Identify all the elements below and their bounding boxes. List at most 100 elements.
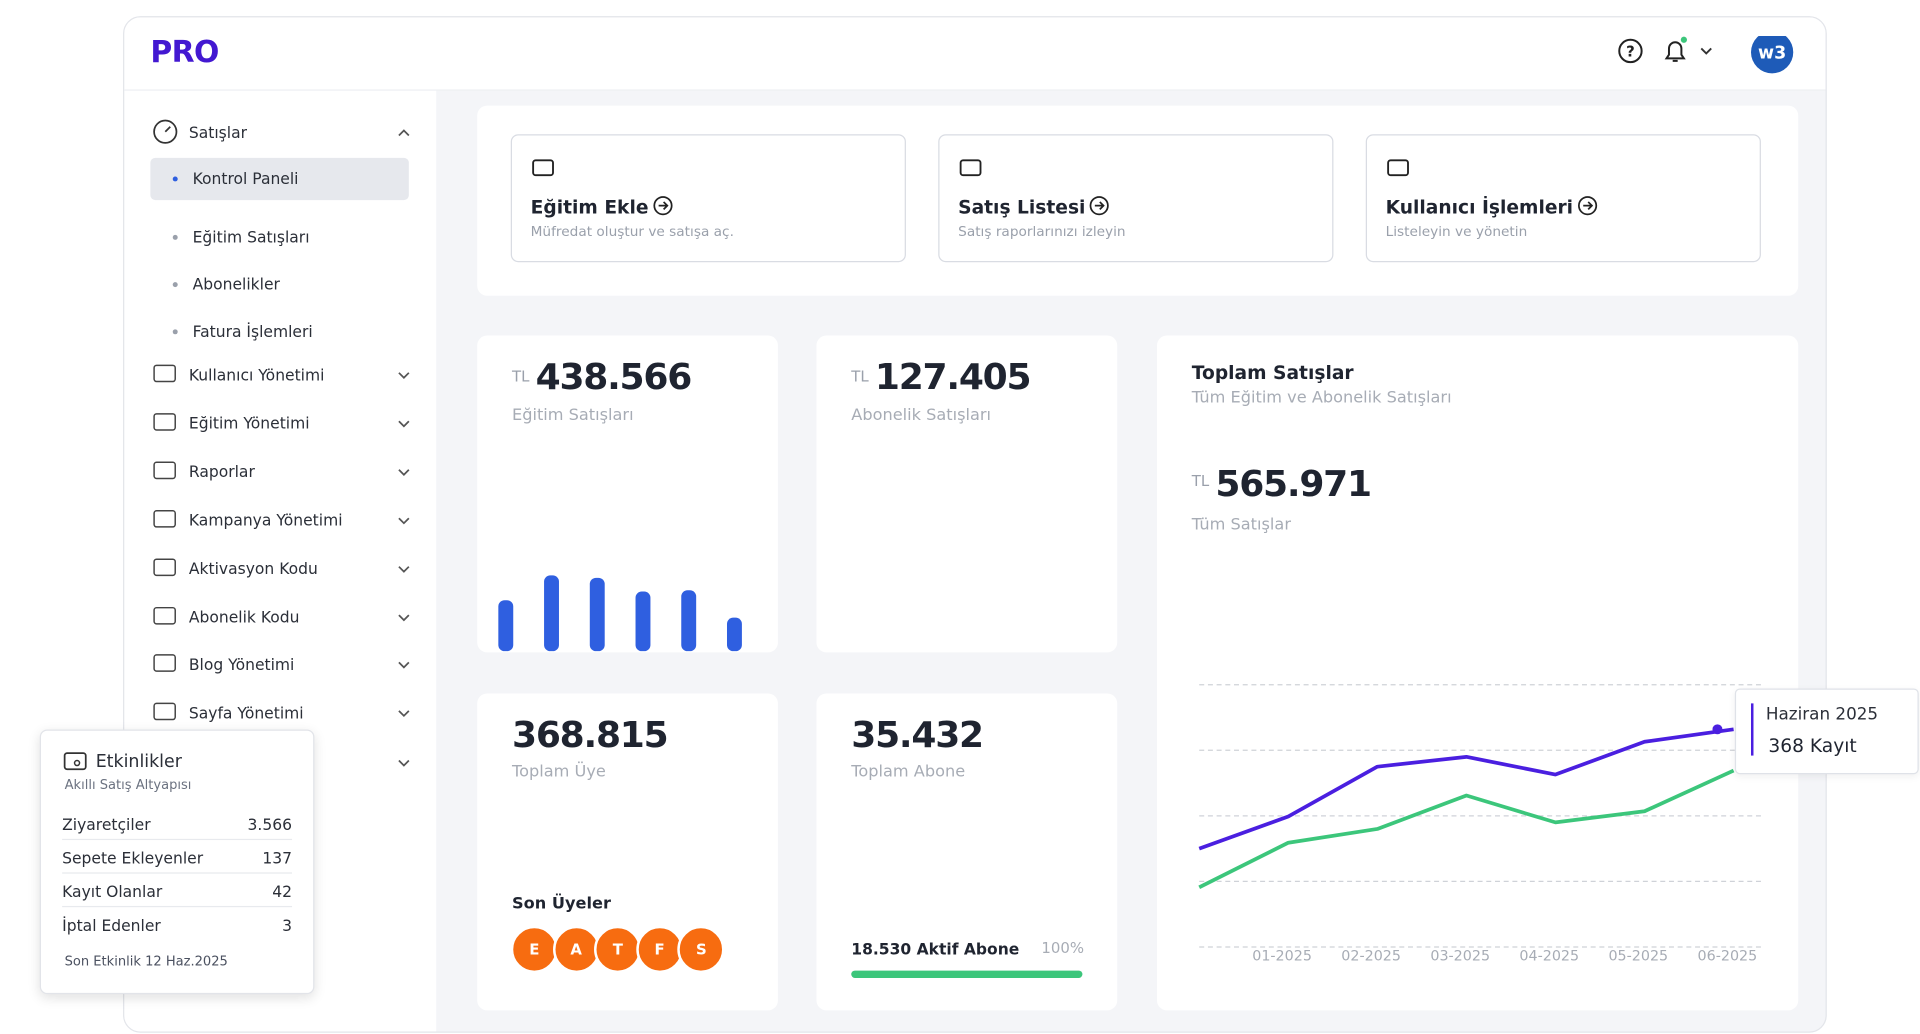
bullet [172, 176, 178, 182]
action-subtitle: Müfredat oluştur ve satışa aç. [530, 223, 734, 240]
menu-item[interactable]: Kampanya Yönetimi [124, 505, 436, 535]
action-icon-shape [1387, 159, 1409, 177]
tooltip-title: Haziran 2025 [1765, 704, 1879, 725]
submenu-label: Abonelikler [192, 274, 280, 294]
action-title: Kullanıcı İşlemleri [1386, 195, 1598, 219]
chevron-line [398, 517, 410, 525]
logo[interactable]: PRO [150, 34, 219, 70]
members-label: Toplam Üye [512, 763, 606, 782]
submenu-item[interactable]: Abonelikler [150, 263, 408, 305]
help-icon[interactable]: ? [1618, 38, 1643, 64]
chevron [398, 565, 410, 573]
chevron [398, 759, 410, 767]
menu-icon [153, 119, 178, 144]
member-avatar[interactable]: S [677, 925, 725, 974]
menu-icon [153, 703, 176, 721]
activity-value: 42 [272, 882, 293, 901]
submenu-item[interactable]: Kontrol Paneli [150, 157, 409, 201]
x-tick-label: 06-2025 [1698, 949, 1758, 965]
chevron-line [398, 468, 410, 476]
subscribers-label: Toplam Abone [851, 763, 966, 782]
stat-value: 438.566 [535, 355, 693, 398]
members-value: 368.815 [512, 713, 669, 756]
x-tick-label: 02-2025 [1341, 949, 1401, 965]
member-avatar[interactable]: E [510, 925, 558, 974]
menu-label: Satışlar [188, 123, 248, 142]
chevron [398, 662, 410, 670]
progress-bar [851, 970, 1083, 979]
arrow-shape [658, 201, 669, 211]
activity-name: Sepete Ekleyenler [62, 848, 204, 868]
menu-icon-shape [153, 557, 176, 576]
chevron-line [398, 565, 410, 573]
x-tick-label: 01-2025 [1252, 949, 1312, 965]
action-icon [959, 159, 982, 177]
member-initial: E [529, 940, 540, 959]
activity-row: Sepete Ekleyenler 137 [62, 845, 293, 874]
chevron-line [398, 759, 410, 767]
avatar[interactable] [1750, 36, 1794, 74]
sales-label: Tüm Satışlar [1191, 515, 1291, 535]
sales-value: 565.971 [1215, 462, 1372, 505]
chevron-line [398, 372, 410, 380]
members-card: 368.815 Toplam Üye Son Üyeler E A T F S [477, 693, 778, 1011]
menu-icon [153, 606, 176, 624]
menu-item[interactable]: Sayfa Yönetimi [124, 699, 436, 729]
quick-action[interactable]: Satış Listesi Satış raporlarınızı izleyin [938, 134, 1334, 263]
menu-item[interactable]: Eğitim Yönetimi [124, 409, 436, 439]
avatar-text: w3 [1758, 43, 1786, 63]
chevron-line [398, 662, 410, 670]
menu-item[interactable]: Abonelik Kodu [124, 602, 436, 632]
bell-icon[interactable] [1664, 36, 1687, 62]
bar [498, 600, 514, 652]
menu-item[interactable]: Kullanıcı Yönetimi [124, 360, 436, 390]
member-avatar[interactable]: F [636, 925, 684, 974]
chevron [398, 468, 410, 476]
arrow-icon [1577, 196, 1597, 216]
menu-label: Raporlar [188, 462, 255, 481]
chevron-line [398, 613, 410, 621]
activity-value: 3 [282, 915, 293, 935]
submenu-item[interactable]: Fatura İşlemleri [150, 311, 408, 353]
stat-card: TL 438.566 Eğitim Satışları [477, 335, 778, 653]
menu-icon-shape [153, 119, 178, 144]
arrow-shape [1095, 201, 1106, 211]
stat-label: Abonelik Satışları [851, 406, 992, 426]
dropdown-icon[interactable] [1700, 47, 1712, 55]
submenu-item[interactable]: Eğitim Satışları [150, 216, 408, 258]
menu-item[interactable]: Raporlar [124, 457, 436, 487]
quick-action[interactable]: Kullanıcı İşlemleri Listeleyin ve yönetin [1365, 134, 1761, 263]
stat-value: 127.405 [874, 355, 1032, 398]
chevron [398, 710, 410, 718]
header-icons: ? w3 [1618, 36, 1794, 74]
chevron-line [398, 420, 410, 428]
menu-icon-shape [153, 461, 176, 479]
menu-label: Sayfa Yönetimi [188, 703, 304, 723]
menu-icon-shape [153, 364, 176, 383]
activity-value: 3.566 [247, 815, 293, 834]
app-frame: PRO ? w3 Satışlar Kontrol Paneli Eğitim Sa… [123, 16, 1827, 1033]
menu-item[interactable]: Blog Yönetimi [124, 650, 436, 680]
highlight-point [1712, 724, 1723, 735]
action-icon [1387, 159, 1409, 177]
chevron [398, 372, 410, 380]
x-tick-label: 03-2025 [1430, 949, 1490, 965]
activity-name: Ziyaretçiler [62, 815, 151, 834]
menu-icon [153, 461, 176, 479]
chevron [398, 517, 410, 525]
chevron [398, 613, 410, 621]
activity-footer: Son Etkinlik 12 Haz.2025 [64, 954, 228, 970]
progress-track [851, 970, 1083, 979]
arrow-icon [653, 196, 673, 216]
svg-text:?: ? [1626, 43, 1635, 61]
member-initial: T [612, 940, 623, 959]
arrow-shape [653, 196, 673, 216]
menu-icon [153, 364, 176, 383]
currency: TL [512, 367, 530, 386]
menu-item[interactable]: Aktivasyon Kodu [124, 554, 436, 584]
quick-action[interactable]: Eğitim Ekle Müfredat oluştur ve satışa aç… [510, 134, 906, 263]
menu-item[interactable]: Satışlar [124, 118, 436, 148]
submenu-label: Fatura İşlemleri [192, 321, 313, 341]
activity-row: Ziyaretçiler 3.566 [62, 811, 293, 841]
